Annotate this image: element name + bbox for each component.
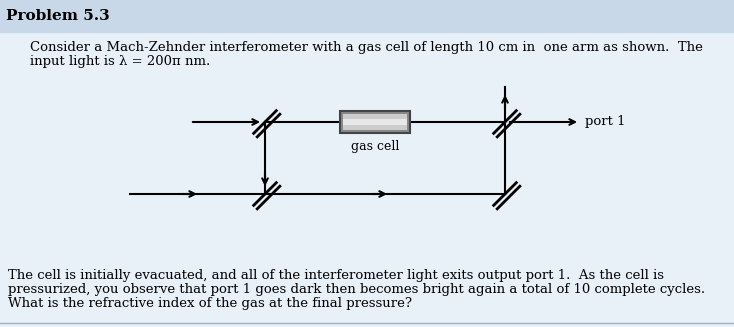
Text: gas cell: gas cell bbox=[351, 140, 399, 153]
Text: Problem 5.3: Problem 5.3 bbox=[6, 9, 110, 23]
Text: input light is λ = 200π nm.: input light is λ = 200π nm. bbox=[30, 56, 210, 68]
Bar bbox=[343, 114, 407, 130]
Text: The cell is initially evacuated, and all of the interferometer light exits outpu: The cell is initially evacuated, and all… bbox=[8, 268, 664, 282]
Bar bbox=[0, 0, 734, 32]
Text: port 1: port 1 bbox=[585, 115, 625, 129]
Bar bbox=[343, 119, 407, 125]
Text: What is the refractive index of the gas at the final pressure?: What is the refractive index of the gas … bbox=[8, 297, 412, 309]
Bar bbox=[340, 111, 410, 133]
Text: Consider a Mach-Zehnder interferometer with a gas cell of length 10 cm in  one a: Consider a Mach-Zehnder interferometer w… bbox=[30, 42, 703, 55]
Text: pressurized, you observe that port 1 goes dark then becomes bright again a total: pressurized, you observe that port 1 goe… bbox=[8, 283, 705, 296]
